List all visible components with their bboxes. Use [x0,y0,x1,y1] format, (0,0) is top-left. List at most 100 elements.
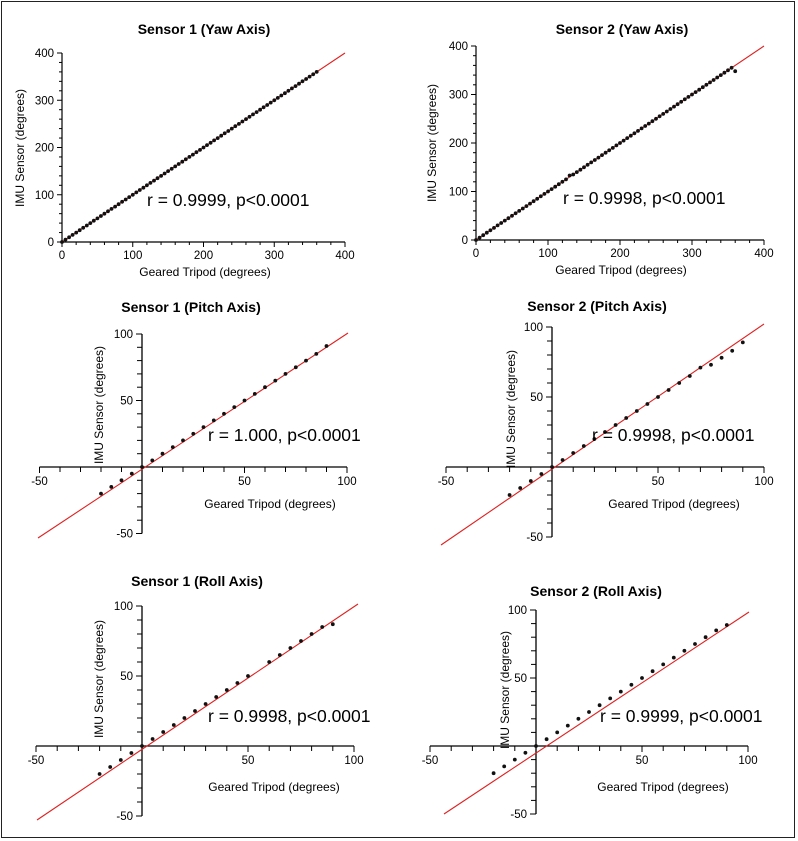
data-point [722,70,727,75]
data-point [120,199,124,204]
data-point [193,709,197,713]
data-point [639,126,644,131]
data-point [77,228,82,233]
data-point [730,348,735,353]
data-point [546,189,550,194]
data-point [63,237,68,242]
data-point [91,218,96,223]
chart-s2-yaw: Sensor 2 (Yaw Axis) 0 100 200 300 400 0 100 200 3… [425,21,774,277]
data-point [169,166,174,171]
data-point [518,486,523,490]
data-point [733,69,738,74]
data-point [297,81,301,86]
data-point [740,340,745,345]
data-point [219,133,224,138]
data-point [581,444,586,448]
x-tick-label: 300 [682,248,701,260]
data-point [624,416,629,420]
fit-line [443,611,750,815]
data-point [550,465,554,469]
data-point [596,155,601,160]
x-tick-label: 400 [754,248,773,260]
x-tick-label: 100 [123,250,142,262]
data-point [625,136,630,141]
data-point [632,131,637,136]
chart-title: Sensor 1 (Pitch Axis) [121,299,261,315]
data-point [173,164,178,169]
data-point [81,225,86,230]
data-point [693,642,697,646]
x-tick-label: 300 [265,250,284,262]
data-point [528,479,533,483]
data-point [517,209,522,213]
data-point [531,199,536,204]
data-point [203,702,208,706]
data-point [506,216,511,221]
data-point [600,153,604,158]
data-point [481,233,486,238]
data-point [137,188,142,192]
data-point [286,88,291,93]
data-point [283,91,287,96]
data-point [182,716,187,720]
data-point [592,437,597,441]
data-point [640,676,644,680]
correlation-annotation: r = 1.000, p<0.0001 [208,425,361,445]
data-point [555,730,560,735]
chart-title: Sensor 2 (Yaw Axis) [556,21,689,37]
data-point [608,696,613,701]
data-point [618,141,622,145]
data-point [708,80,712,85]
x-tick-label: 50 [238,476,251,488]
data-point [666,388,671,392]
x-axis-label: Geared Tripod (degrees) [139,265,270,279]
x-tick-label: 200 [194,250,213,262]
data-point [244,117,248,121]
data-point [657,114,662,119]
data-point [88,221,93,226]
data-point [664,109,669,114]
data-point [679,99,684,104]
data-point [709,362,713,367]
correlation-annotation: r = 0.9998, p<0.0001 [592,425,755,445]
data-point [176,162,181,166]
data-point [603,430,607,434]
y-tick-label: 300 [35,95,54,107]
data-point [106,209,110,214]
x-tick-label: 200 [610,248,629,260]
data-point [84,223,89,228]
data-point [229,126,234,131]
data-point [237,122,241,126]
data-point [170,445,175,449]
data-point [499,221,504,225]
data-point [113,204,117,209]
data-point [724,623,729,627]
data-point [74,230,79,235]
data-point [714,628,719,633]
data-point [524,204,529,209]
data-point [661,112,666,116]
data-point [140,465,144,469]
data-point [587,710,591,714]
data-point [277,653,282,657]
correlation-annotation: r = 0.9999, p<0.0001 [147,190,310,210]
y-tick-label: -50 [526,532,543,544]
x-tick-label: 0 [59,250,65,262]
data-point [539,472,544,476]
data-point [589,160,594,165]
data-point [576,716,581,721]
fit-line [36,603,359,821]
data-point [60,240,64,244]
data-point [99,214,103,218]
chart-title: Sensor 1 (Roll Axis) [131,573,263,589]
data-point [528,201,532,206]
data-point [97,772,102,776]
data-point [610,146,615,150]
data-point [512,757,517,762]
data-point [571,172,576,177]
data-point [502,764,507,769]
data-point [109,207,114,211]
x-tick-label: 100 [754,476,773,488]
correlation-annotation: r = 0.9998, p<0.0001 [563,188,726,208]
x-axis-label: Geared Tripod (degrees) [208,780,339,794]
